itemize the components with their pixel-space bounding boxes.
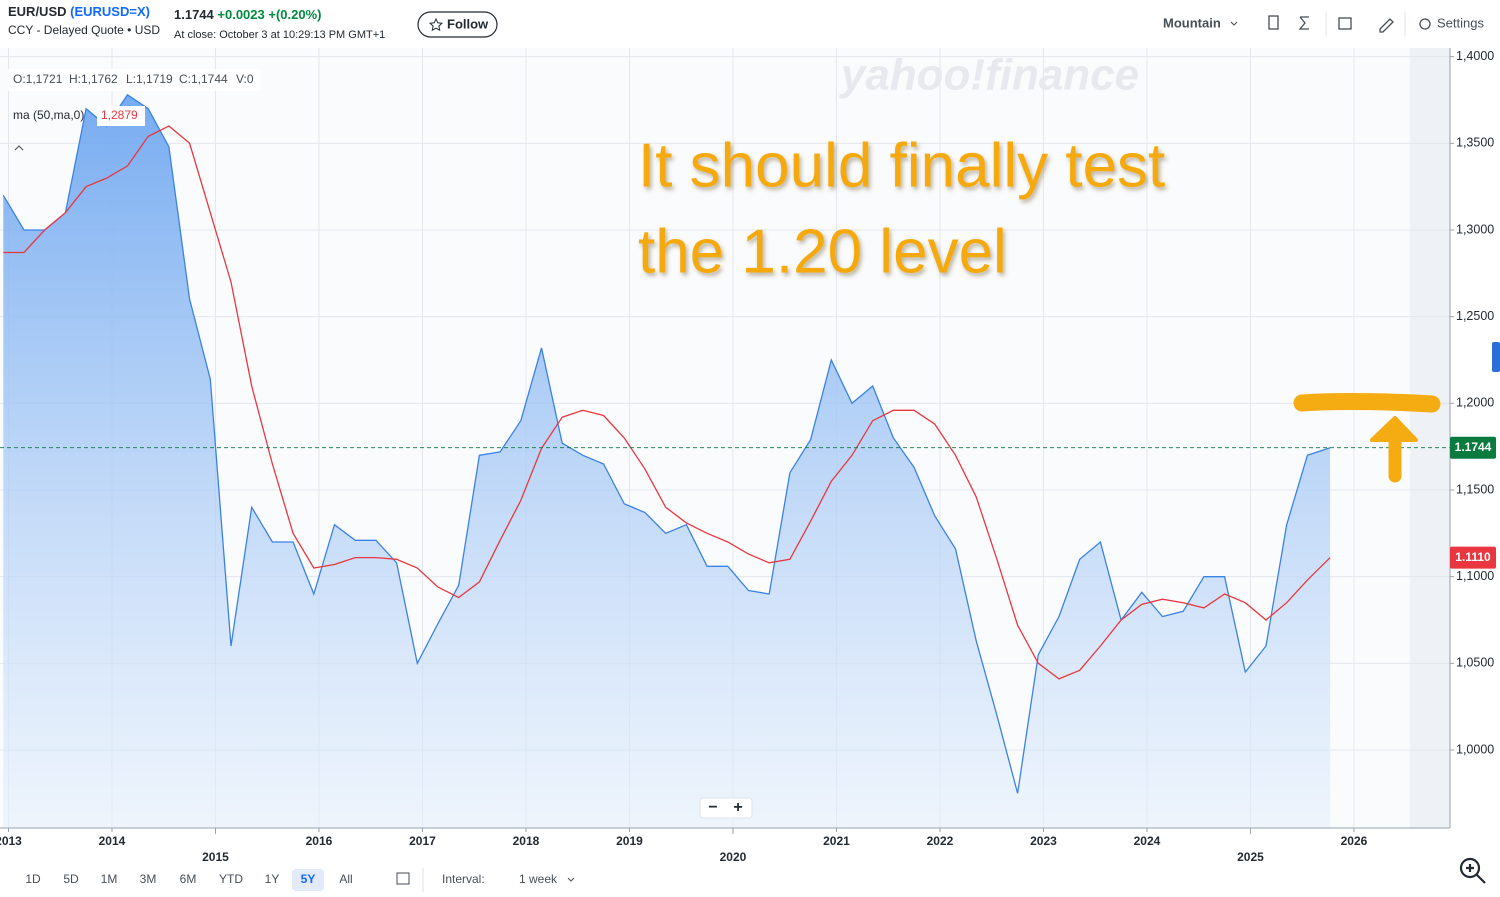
- interval-value[interactable]: 1 week: [519, 872, 558, 886]
- side-tab[interactable]: [1492, 342, 1500, 372]
- x-tick-label: 2025: [1237, 850, 1264, 864]
- x-tick-label: 2015: [202, 850, 229, 864]
- price-value: 1.1744: [174, 7, 215, 22]
- ohlc-value: V:0: [236, 72, 254, 86]
- range-button[interactable]: 6M: [180, 872, 197, 886]
- x-tick-label: 2026: [1341, 834, 1368, 848]
- range-button[interactable]: 1Y: [265, 872, 280, 886]
- y-tick-label: 1,0500: [1456, 656, 1494, 670]
- interval-label: Interval:: [442, 872, 485, 886]
- x-tick-label: 2023: [1030, 834, 1057, 848]
- symbol-name: EUR/USD: [8, 4, 67, 19]
- y-tick-label: 1,0000: [1456, 742, 1494, 756]
- zoom-in[interactable]: +: [733, 799, 742, 816]
- range-button[interactable]: 5Y: [301, 872, 316, 886]
- y-tick-label: 1,3000: [1456, 222, 1494, 236]
- calendar-icon[interactable]: [1338, 17, 1352, 30]
- ma-marker-bg: [1450, 546, 1496, 569]
- chart-style[interactable]: Mountain: [1163, 15, 1221, 30]
- price: 1.1744 +0.0023 +(0.20%): [174, 7, 322, 22]
- annotation: It should finally test the 1.20 level: [638, 131, 1165, 286]
- x-tick-label: 2020: [720, 850, 747, 864]
- x-tick-label: 2024: [1134, 834, 1161, 848]
- range-button[interactable]: YTD: [219, 872, 243, 886]
- x-tick-label: 2019: [616, 834, 643, 848]
- ohlc-value: C:1,1744: [179, 72, 228, 86]
- x-tick-label: 2013: [0, 834, 22, 848]
- change: +0.0023: [217, 7, 264, 22]
- price-line: [2, 93, 1331, 794]
- star-icon[interactable]: [428, 17, 444, 32]
- x-tick-label: 2018: [513, 834, 540, 848]
- hand-drawn-target: [1293, 392, 1441, 483]
- price-marker-label: 1.1744: [1455, 440, 1492, 454]
- legend-value: 1,2879: [101, 108, 138, 122]
- follow-label[interactable]: Follow: [447, 16, 489, 31]
- ohlc-value: O:1,1721: [13, 72, 63, 86]
- range-button[interactable]: 1D: [25, 872, 41, 886]
- sum-icon[interactable]: [1298, 16, 1309, 30]
- y-tick-label: 1,4000: [1456, 49, 1494, 63]
- area: [3, 94, 1331, 828]
- ticker: (EURUSD=X): [70, 4, 150, 19]
- symbol: EUR/USD (EURUSD=X): [8, 4, 150, 19]
- chart-style-select[interactable]: Mountain: [1163, 15, 1238, 30]
- x-tick-label: 2021: [823, 834, 850, 848]
- settings[interactable]: Settings: [1437, 15, 1484, 30]
- annotation-line: the 1.20 level: [638, 217, 1007, 286]
- magnifier-lens[interactable]: [1459, 857, 1481, 879]
- change-pct: +(0.20%): [268, 7, 321, 22]
- arrow-head: [1370, 416, 1418, 442]
- ohlc-value: H:1,1762: [69, 72, 118, 86]
- toolbar-icons: [1268, 15, 1431, 33]
- x-tick-label: 2017: [409, 834, 436, 848]
- follow-button[interactable]: Follow: [417, 11, 498, 38]
- x-tick-label: 2016: [306, 834, 333, 848]
- y-tick-label: 1,1500: [1456, 482, 1494, 496]
- zoom-out[interactable]: −: [708, 799, 717, 816]
- range-selected-bg[interactable]: [292, 869, 324, 891]
- chevron[interactable]: [1230, 21, 1238, 26]
- collapse-icon[interactable]: [14, 145, 24, 151]
- y-tick-label: 1,3500: [1456, 136, 1494, 150]
- price-marker-bg: [1450, 436, 1496, 459]
- range-button[interactable]: 3M: [140, 872, 157, 886]
- target-line: [1293, 392, 1441, 413]
- y-tick-label: 1,1000: [1456, 569, 1494, 583]
- range-button[interactable]: 5D: [63, 872, 79, 886]
- y-tick-label: 1,2500: [1456, 309, 1494, 323]
- close-time: At close: October 3 at 10:29:13 PM GMT+1: [174, 29, 385, 41]
- ma-marker-label: 1.1110: [1455, 550, 1491, 564]
- header-bar: [0, 0, 1500, 48]
- ma-line: [3, 125, 1331, 680]
- range-button[interactable]: All: [339, 872, 352, 886]
- annotation-line: It should finally test: [638, 131, 1165, 200]
- x-tick-label: 2022: [927, 834, 954, 848]
- range-button[interactable]: 1M: [101, 872, 118, 886]
- y-tick-label: 1,2000: [1456, 396, 1494, 410]
- draw-icon[interactable]: [1379, 18, 1394, 33]
- ohlc-value: L:1,1719: [126, 72, 173, 86]
- date-picker-icon[interactable]: [396, 872, 410, 885]
- zoom-box: [699, 797, 753, 819]
- legend-label: ma (50,ma,0): [13, 108, 84, 122]
- legend-value-bg: [97, 106, 145, 126]
- ohlc-box: [8, 69, 260, 91]
- magnifier-icon[interactable]: [1459, 857, 1486, 884]
- chevron[interactable]: [567, 877, 575, 882]
- x-tick-label: 2014: [99, 834, 126, 848]
- subtitle: CCY - Delayed Quote • USD: [8, 23, 160, 37]
- indicator-icon[interactable]: [1268, 15, 1279, 30]
- follow-button-bg[interactable]: [417, 11, 498, 38]
- watermark: yahoo!finance: [839, 51, 1139, 100]
- gear-icon[interactable]: [1419, 18, 1431, 30]
- magnifier-handle[interactable]: [1466, 864, 1486, 884]
